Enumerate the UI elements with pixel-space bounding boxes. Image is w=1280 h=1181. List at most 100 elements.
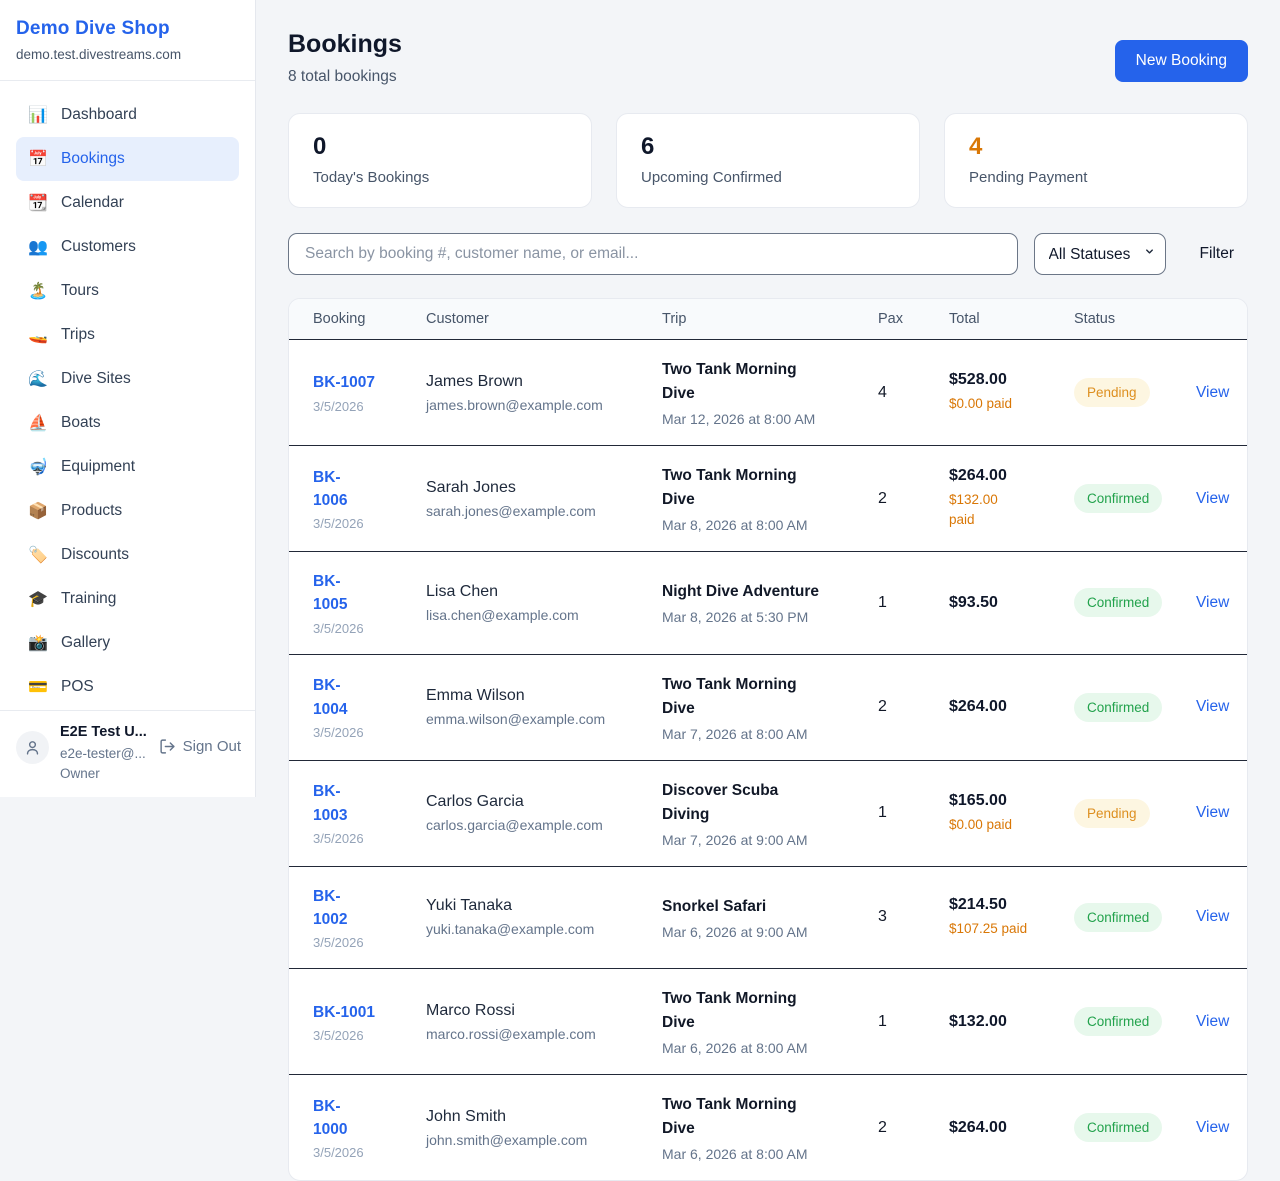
- booking-number-link[interactable]: BK-1001: [313, 1003, 376, 1021]
- filter-row: All Statuses Filter: [288, 233, 1248, 275]
- filter-button[interactable]: Filter: [1199, 245, 1234, 262]
- sidebar-item-products[interactable]: 📦 Products: [16, 489, 239, 533]
- customer-name: Emma Wilson: [426, 687, 525, 705]
- trip-cell: Two Tank Morning Dive Mar 7, 2026 at 8:0…: [662, 673, 878, 742]
- sidebar-item-trips[interactable]: 🚤 Trips: [16, 313, 239, 357]
- view-link[interactable]: View: [1196, 1118, 1230, 1136]
- paid-amount: $0.00 paid: [949, 816, 1013, 832]
- table-body: BK-1007 3/5/2026 James Brown james.brown…: [289, 340, 1247, 1180]
- sidebar-item-label: Products: [61, 502, 123, 519]
- status-badge: Confirmed: [1074, 692, 1163, 722]
- booking-cell: BK-1006 3/5/2026: [313, 466, 426, 532]
- sidebar-item-discounts[interactable]: 🏷️ Discounts: [16, 533, 239, 577]
- total-cell: $264.00: [949, 698, 1074, 716]
- view-link[interactable]: View: [1196, 908, 1230, 926]
- sidebar-item-pos[interactable]: 💳 POS: [16, 665, 239, 709]
- sidebar-item-bookings[interactable]: 📅 Bookings: [16, 137, 239, 181]
- sidebar-item-label: Training: [61, 590, 117, 607]
- stats-row: 0 Today's Bookings 6 Upcoming Confirmed …: [288, 113, 1248, 208]
- products-icon: 📦: [28, 503, 48, 520]
- booking-number-link[interactable]: BK-1006: [313, 468, 348, 510]
- status-select[interactable]: All Statuses: [1033, 233, 1166, 275]
- table-header: Booking Customer Trip Pax Total Status: [289, 299, 1247, 340]
- sidebar-item-calendar[interactable]: 📆 Calendar: [16, 181, 239, 225]
- view-link[interactable]: View: [1196, 489, 1230, 507]
- new-booking-button[interactable]: New Booking: [1114, 40, 1248, 82]
- stat-label: Pending Payment: [969, 169, 1088, 186]
- stat-value: 6: [641, 133, 655, 160]
- sidebar-item-equipment[interactable]: 🤿 Equipment: [16, 445, 239, 489]
- trip-name: Discover Scuba Diving: [662, 781, 779, 823]
- booking-number-link[interactable]: BK-1003: [313, 783, 348, 824]
- customer-cell: James Brown james.brown@example.com: [426, 373, 662, 413]
- trip-cell: Snorkel Safari Mar 6, 2026 at 9:00 AM: [662, 895, 878, 940]
- trip-cell: Two Tank Morning Dive Mar 12, 2026 at 8:…: [662, 358, 878, 427]
- col-booking: Booking: [313, 311, 366, 327]
- dive-sites-icon: 🌊: [28, 371, 48, 388]
- view-link[interactable]: View: [1196, 804, 1230, 822]
- customer-name: Carlos Garcia: [426, 793, 524, 811]
- sidebar-item-label: Dive Sites: [61, 370, 131, 387]
- booking-number-link[interactable]: BK-1005: [313, 573, 348, 614]
- user-section: E2E Test U... e2e-tester@... Owner Sign …: [0, 710, 255, 797]
- brand-block: Demo Dive Shop demo.test.divestreams.com: [0, 0, 255, 81]
- sidebar-item-gallery[interactable]: 📸 Gallery: [16, 621, 239, 665]
- booking-date: 3/5/2026: [313, 830, 364, 846]
- pax-cell: 4: [878, 383, 887, 401]
- tours-icon: 🏝️: [28, 283, 48, 300]
- sidebar-item-label: Discounts: [61, 546, 130, 563]
- sidebar-item-boats[interactable]: ⛵ Boats: [16, 401, 239, 445]
- booking-cell: BK-1005 3/5/2026: [313, 570, 426, 636]
- status-cell: Confirmed: [1074, 588, 1196, 618]
- sidebar-item-dive-sites[interactable]: 🌊 Dive Sites: [16, 357, 239, 401]
- customer-cell: Emma Wilson emma.wilson@example.com: [426, 687, 662, 727]
- pax-cell: 3: [878, 908, 887, 926]
- sidebar: Demo Dive Shop demo.test.divestreams.com…: [0, 0, 256, 797]
- booking-number-link[interactable]: BK-1004: [313, 677, 348, 718]
- view-link[interactable]: View: [1196, 383, 1230, 401]
- sidebar-item-training[interactable]: 🎓 Training: [16, 577, 239, 621]
- view-link[interactable]: View: [1196, 698, 1230, 716]
- status-badge: Confirmed: [1074, 1007, 1163, 1037]
- stat-pending-payment: 4 Pending Payment: [944, 113, 1248, 208]
- trip-time: Mar 6, 2026 at 8:00 AM: [662, 1040, 808, 1057]
- customer-name: Marco Rossi: [426, 1001, 515, 1019]
- table-row: BK-1007 3/5/2026 James Brown james.brown…: [289, 340, 1247, 445]
- customer-name: Sarah Jones: [426, 478, 516, 496]
- col-pax: Pax: [878, 311, 903, 327]
- booking-date: 3/5/2026: [313, 1145, 364, 1161]
- booking-cell: BK-1007 3/5/2026: [313, 371, 426, 413]
- sidebar-item-label: Dashboard: [61, 106, 137, 123]
- sign-out-button[interactable]: Sign Out: [159, 738, 241, 755]
- customer-email: carlos.garcia@example.com: [426, 817, 603, 834]
- sidebar-item-customers[interactable]: 👥 Customers: [16, 225, 239, 269]
- booking-date: 3/5/2026: [313, 1027, 364, 1043]
- search-input[interactable]: [288, 233, 1018, 275]
- trip-time: Mar 8, 2026 at 8:00 AM: [662, 517, 808, 534]
- customer-email: sarah.jones@example.com: [426, 502, 596, 519]
- trip-cell: Two Tank Morning Dive Mar 8, 2026 at 8:0…: [662, 464, 878, 533]
- customer-email: marco.rossi@example.com: [426, 1025, 596, 1042]
- booking-cell: BK-1001 3/5/2026: [313, 1001, 426, 1043]
- trip-cell: Two Tank Morning Dive Mar 6, 2026 at 8:0…: [662, 1093, 878, 1162]
- page-subtitle: 8 total bookings: [288, 68, 397, 85]
- col-total: Total: [949, 311, 980, 327]
- view-link[interactable]: View: [1196, 593, 1230, 611]
- shop-name[interactable]: Demo Dive Shop: [16, 18, 170, 39]
- paid-amount: $107.25 paid: [949, 921, 1028, 937]
- trip-time: Mar 7, 2026 at 8:00 AM: [662, 725, 808, 742]
- status-cell: Pending: [1074, 798, 1196, 828]
- customer-cell: John Smith john.smith@example.com: [426, 1108, 662, 1148]
- booking-number-link[interactable]: BK-1002: [313, 887, 348, 928]
- total-amount: $165.00: [949, 791, 1007, 809]
- booking-number-link[interactable]: BK-1007: [313, 374, 376, 392]
- customers-icon: 👥: [28, 239, 48, 256]
- sidebar-item-dashboard[interactable]: 📊 Dashboard: [16, 93, 239, 137]
- booking-number-link[interactable]: BK-1000: [313, 1097, 348, 1139]
- table-row: BK-1001 3/5/2026 Marco Rossi marco.rossi…: [289, 968, 1247, 1074]
- main-content: Bookings 8 total bookings New Booking 0 …: [256, 0, 1280, 1181]
- view-link[interactable]: View: [1196, 1012, 1230, 1030]
- sidebar-item-label: Customers: [61, 238, 136, 255]
- sidebar-item-label: Boats: [61, 414, 101, 431]
- sidebar-item-tours[interactable]: 🏝️ Tours: [16, 269, 239, 313]
